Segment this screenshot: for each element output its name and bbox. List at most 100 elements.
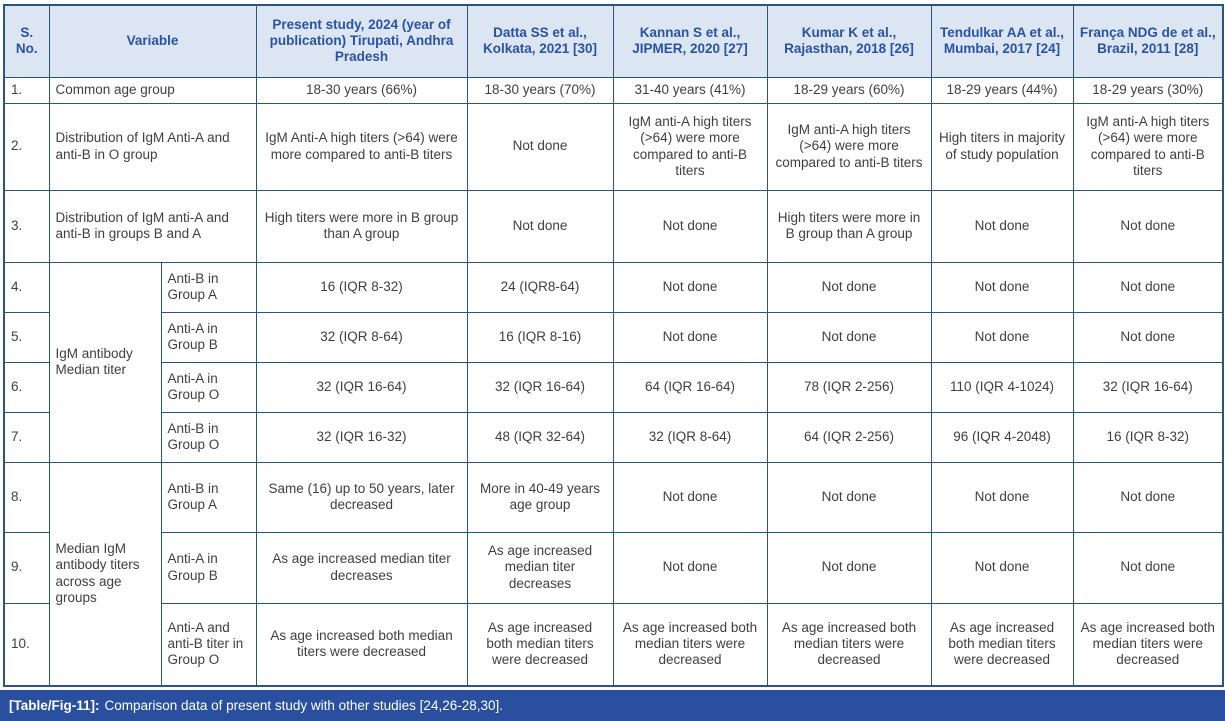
cell: 110 (IQR 4-1024) bbox=[930, 361, 1074, 413]
table-row: 2. Distribution of IgM Anti-A and anti-B… bbox=[3, 102, 1224, 191]
cell: 18-30 years (66%) bbox=[255, 76, 468, 104]
row-number: 2. bbox=[3, 102, 50, 191]
cell: As age increased median titer decreases bbox=[466, 531, 614, 604]
cell: 48 (IQR 32-64) bbox=[466, 411, 614, 463]
cell: 16 (IQR 8-16) bbox=[466, 311, 614, 363]
cell: IgM Anti-A high titers (>64) were more c… bbox=[255, 102, 468, 191]
row-number: 9. bbox=[3, 531, 50, 604]
column-header-tendulkar: Tendulkar AA et al., Mumbai, 2017 [24] bbox=[930, 4, 1074, 78]
cell: Not done bbox=[766, 311, 932, 363]
cell: 18-29 years (60%) bbox=[766, 76, 932, 104]
header-row: S. No. Variable Present study, 2024 (yea… bbox=[3, 4, 1224, 78]
cell: Not done bbox=[930, 531, 1074, 604]
cell: 64 (IQR 16-64) bbox=[612, 361, 768, 413]
cell: 24 (IQR8-64) bbox=[466, 261, 614, 313]
cell: Not done bbox=[466, 102, 614, 191]
table-caption-bar: [Table/Fig-11]: Comparison data of prese… bbox=[0, 690, 1225, 721]
row-number: 5. bbox=[3, 311, 50, 363]
variable-cell: Common age group bbox=[48, 76, 257, 104]
cell: As age increased both median titers were… bbox=[255, 602, 468, 687]
cell: Not done bbox=[612, 261, 768, 313]
cell: 16 (IQR 8-32) bbox=[1072, 411, 1224, 463]
cell: 32 (IQR 16-64) bbox=[466, 361, 614, 413]
row-number: 1. bbox=[3, 76, 50, 104]
cell: IgM anti-A high titers (>64) were more c… bbox=[612, 102, 768, 191]
variable-cell: Distribution of IgM Anti-A and anti-B in… bbox=[48, 102, 257, 191]
cell: 18-29 years (44%) bbox=[930, 76, 1074, 104]
cell: 18-30 years (70%) bbox=[466, 76, 614, 104]
cell: Not done bbox=[766, 531, 932, 604]
row-number: 3. bbox=[3, 189, 50, 263]
cell: 64 (IQR 2-256) bbox=[766, 411, 932, 463]
variable-sub-cell: Anti-B in Group A bbox=[160, 261, 257, 313]
cell: Not done bbox=[612, 461, 768, 533]
variable-sub-cell: Anti-A and anti-B titer in Group O bbox=[160, 602, 257, 687]
cell: Not done bbox=[766, 461, 932, 533]
cell: As age increased median titer decreases bbox=[255, 531, 468, 604]
table-row: 3. Distribution of IgM anti-A and anti-B… bbox=[3, 189, 1224, 263]
variable-sub-cell: Anti-B in Group O bbox=[160, 411, 257, 463]
cell: IgM anti-A high titers (>64) were more c… bbox=[766, 102, 932, 191]
cell: 16 (IQR 8-32) bbox=[255, 261, 468, 313]
cell: As age increased both median titers were… bbox=[766, 602, 932, 687]
variable-sub-cell: Anti-B in Group A bbox=[160, 461, 257, 533]
variable-group-cell: IgM antibody Median titer bbox=[48, 261, 162, 463]
cell: Not done bbox=[612, 531, 768, 604]
cell: Not done bbox=[1072, 189, 1224, 263]
caption-text: Comparison data of present study with ot… bbox=[104, 698, 503, 713]
cell: Not done bbox=[930, 461, 1074, 533]
table-row: 10. Anti-A and anti-B titer in Group O A… bbox=[3, 602, 1224, 687]
cell: High titers were more in B group than A … bbox=[255, 189, 468, 263]
cell: Not done bbox=[1072, 311, 1224, 363]
variable-cell: Distribution of IgM anti-A and anti-B in… bbox=[48, 189, 257, 263]
cell: Not done bbox=[930, 189, 1074, 263]
variable-sub-cell: Anti-A in Group O bbox=[160, 361, 257, 413]
row-number: 6. bbox=[3, 361, 50, 413]
comparison-table: S. No. Variable Present study, 2024 (yea… bbox=[3, 4, 1225, 687]
variable-sub-cell: Anti-A in Group B bbox=[160, 531, 257, 604]
cell: 31-40 years (41%) bbox=[612, 76, 768, 104]
column-header-franca: França NDG de et al., Brazil, 2011 [28] bbox=[1072, 4, 1224, 78]
cell: 18-29 years (30%) bbox=[1072, 76, 1224, 104]
cell: As age increased both median titers were… bbox=[1072, 602, 1224, 687]
cell: Not done bbox=[612, 311, 768, 363]
cell: 32 (IQR 8-64) bbox=[612, 411, 768, 463]
cell: As age increased both median titers were… bbox=[612, 602, 768, 687]
variable-sub-cell: Anti-A in Group B bbox=[160, 311, 257, 363]
cell: 32 (IQR 16-64) bbox=[255, 361, 468, 413]
cell: Not done bbox=[930, 311, 1074, 363]
cell: 78 (IQR 2-256) bbox=[766, 361, 932, 413]
cell: 32 (IQR 16-32) bbox=[255, 411, 468, 463]
cell: As age increased both median titers were… bbox=[466, 602, 614, 687]
row-number: 8. bbox=[3, 461, 50, 533]
row-number: 4. bbox=[3, 261, 50, 313]
cell: Not done bbox=[1072, 531, 1224, 604]
cell: More in 40-49 years age group bbox=[466, 461, 614, 533]
cell: 96 (IQR 4-2048) bbox=[930, 411, 1074, 463]
cell: Not done bbox=[612, 189, 768, 263]
cell: Not done bbox=[466, 189, 614, 263]
cell: 32 (IQR 16-64) bbox=[1072, 361, 1224, 413]
cell: Not done bbox=[766, 261, 932, 313]
row-number: 7. bbox=[3, 411, 50, 463]
cell: Same (16) up to 50 years, later decrease… bbox=[255, 461, 468, 533]
table-row: 7. Anti-B in Group O 32 (IQR 16-32) 48 (… bbox=[3, 411, 1224, 463]
column-header-variable: Variable bbox=[48, 4, 257, 78]
cell: As age increased both median titers were… bbox=[930, 602, 1074, 687]
table-row: 5. Anti-A in Group B 32 (IQR 8-64) 16 (I… bbox=[3, 311, 1224, 363]
cell: High titers in majority of study populat… bbox=[930, 102, 1074, 191]
cell: IgM anti-A high titers (>64) were more c… bbox=[1072, 102, 1224, 191]
table-row: 1. Common age group 18-30 years (66%) 18… bbox=[3, 76, 1224, 104]
column-header-datta: Datta SS et al., Kolkata, 2021 [30] bbox=[466, 4, 614, 78]
column-header-kannan: Kannan S et al., JIPMER, 2020 [27] bbox=[612, 4, 768, 78]
table-row: 6. Anti-A in Group O 32 (IQR 16-64) 32 (… bbox=[3, 361, 1224, 413]
table-row: 9. Anti-A in Group B As age increased me… bbox=[3, 531, 1224, 604]
column-header-present-study: Present study, 2024 (year of publication… bbox=[255, 4, 468, 78]
row-number: 10. bbox=[3, 602, 50, 687]
cell: Not done bbox=[1072, 461, 1224, 533]
caption-label: [Table/Fig-11]: bbox=[9, 698, 100, 713]
cell: 32 (IQR 8-64) bbox=[255, 311, 468, 363]
cell: High titers were more in B group than A … bbox=[766, 189, 932, 263]
cell: Not done bbox=[1072, 261, 1224, 313]
